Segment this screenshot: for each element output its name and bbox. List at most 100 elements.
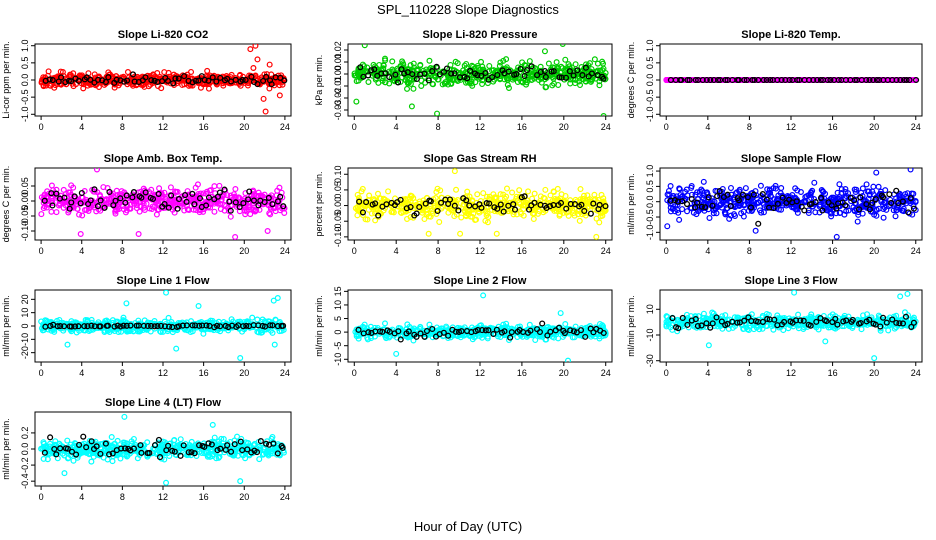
scatter-points	[352, 292, 609, 362]
x-tick-label: 20	[869, 368, 879, 378]
overlay-point	[189, 79, 196, 86]
y-axis-label: degrees C per min.	[1, 166, 11, 243]
overlay-point	[268, 81, 275, 88]
data-point	[517, 209, 524, 216]
x-tick-label: 16	[517, 246, 527, 256]
overlay-point	[692, 76, 699, 84]
overlay-point	[817, 76, 824, 84]
overlay-point	[448, 70, 455, 77]
overlay-point	[368, 67, 375, 74]
data-point	[133, 202, 140, 209]
data-point	[365, 206, 372, 213]
y-axis-label: Li-cor ppm per min.	[1, 41, 11, 119]
data-point	[875, 205, 882, 212]
data-point	[418, 82, 425, 89]
data-point	[254, 328, 261, 335]
figure-title: SPL_110228 Slope Diagnostics	[377, 2, 559, 17]
y-tick-label: -0.01	[333, 76, 343, 97]
overlay-point	[566, 68, 573, 75]
data-point	[842, 186, 849, 193]
y-tick-label: 0.0	[645, 195, 655, 208]
overlay-point	[413, 333, 420, 340]
data-point	[354, 191, 361, 198]
data-point	[368, 327, 375, 334]
overlay-point	[421, 70, 428, 77]
data-point	[447, 61, 454, 68]
y-tick-label: -0.05	[20, 206, 30, 227]
y-tick-label: -10	[20, 333, 30, 346]
x-tick-label: 16	[828, 246, 838, 256]
data-point	[912, 198, 919, 205]
data-point	[466, 332, 473, 339]
data-point	[380, 61, 387, 68]
outlier-point	[195, 303, 202, 310]
data-point	[502, 195, 509, 202]
data-point	[257, 327, 264, 334]
overlay-point	[452, 328, 459, 335]
overlay-point	[735, 197, 742, 204]
data-point	[906, 210, 913, 217]
data-point	[871, 211, 878, 218]
overlay-point	[154, 323, 161, 330]
overlay-point	[671, 197, 678, 204]
data-point	[571, 212, 578, 219]
overlay-point	[683, 201, 691, 208]
overlay-point	[183, 198, 190, 205]
overlay-point	[124, 77, 131, 84]
x-tick-label: 20	[239, 368, 249, 378]
data-point	[693, 211, 700, 218]
data-point	[451, 213, 458, 220]
data-point	[721, 209, 728, 216]
data-point	[778, 185, 785, 192]
overlay-point	[182, 192, 189, 199]
data-point	[60, 186, 67, 193]
y-tick-label: 0.00	[333, 197, 343, 215]
data-point	[397, 333, 404, 340]
overlay-point	[570, 72, 577, 79]
overlay-point	[693, 199, 701, 206]
overlay-point	[521, 193, 528, 200]
overlay-point	[261, 198, 268, 206]
overlay-point	[440, 329, 447, 336]
x-tick-label: 20	[559, 368, 569, 378]
overlay-point	[280, 322, 287, 329]
data-point	[407, 62, 414, 69]
overlay-point	[41, 197, 48, 204]
data-point	[692, 191, 699, 198]
y-tick-label: -0.03	[333, 100, 343, 121]
overlay-point	[443, 65, 451, 72]
overlay-point	[189, 190, 196, 197]
x-tick-label: 20	[869, 246, 879, 256]
overlay-point	[421, 333, 428, 340]
x-tick-label: 24	[280, 122, 290, 132]
data-point	[484, 210, 491, 217]
data-point	[676, 186, 683, 193]
overlay-point	[413, 75, 420, 83]
data-point	[828, 213, 835, 220]
data-point	[682, 188, 689, 195]
data-point	[753, 195, 760, 202]
overlay-point	[485, 327, 492, 334]
data-point	[478, 58, 485, 65]
overlay-point	[77, 200, 84, 207]
overlay-point	[722, 76, 729, 84]
y-tick-label: -0.5	[20, 89, 30, 105]
y-tick-label: -0.5	[645, 209, 655, 225]
panel-title: Slope Line 3 Flow	[745, 275, 838, 287]
overlay-point	[123, 322, 130, 329]
x-tick-label: 12	[158, 246, 168, 256]
overlay-point	[61, 194, 68, 201]
overlay-point	[479, 327, 486, 334]
data-point	[45, 201, 52, 208]
overlay-point	[242, 76, 249, 83]
data-point	[875, 183, 882, 190]
data-point	[701, 192, 708, 199]
scatter-points	[663, 290, 919, 362]
overlay-point	[750, 191, 757, 198]
data-point	[522, 202, 529, 209]
overlay-point	[562, 74, 570, 81]
data-point	[270, 204, 277, 211]
overlay-point	[240, 200, 247, 207]
